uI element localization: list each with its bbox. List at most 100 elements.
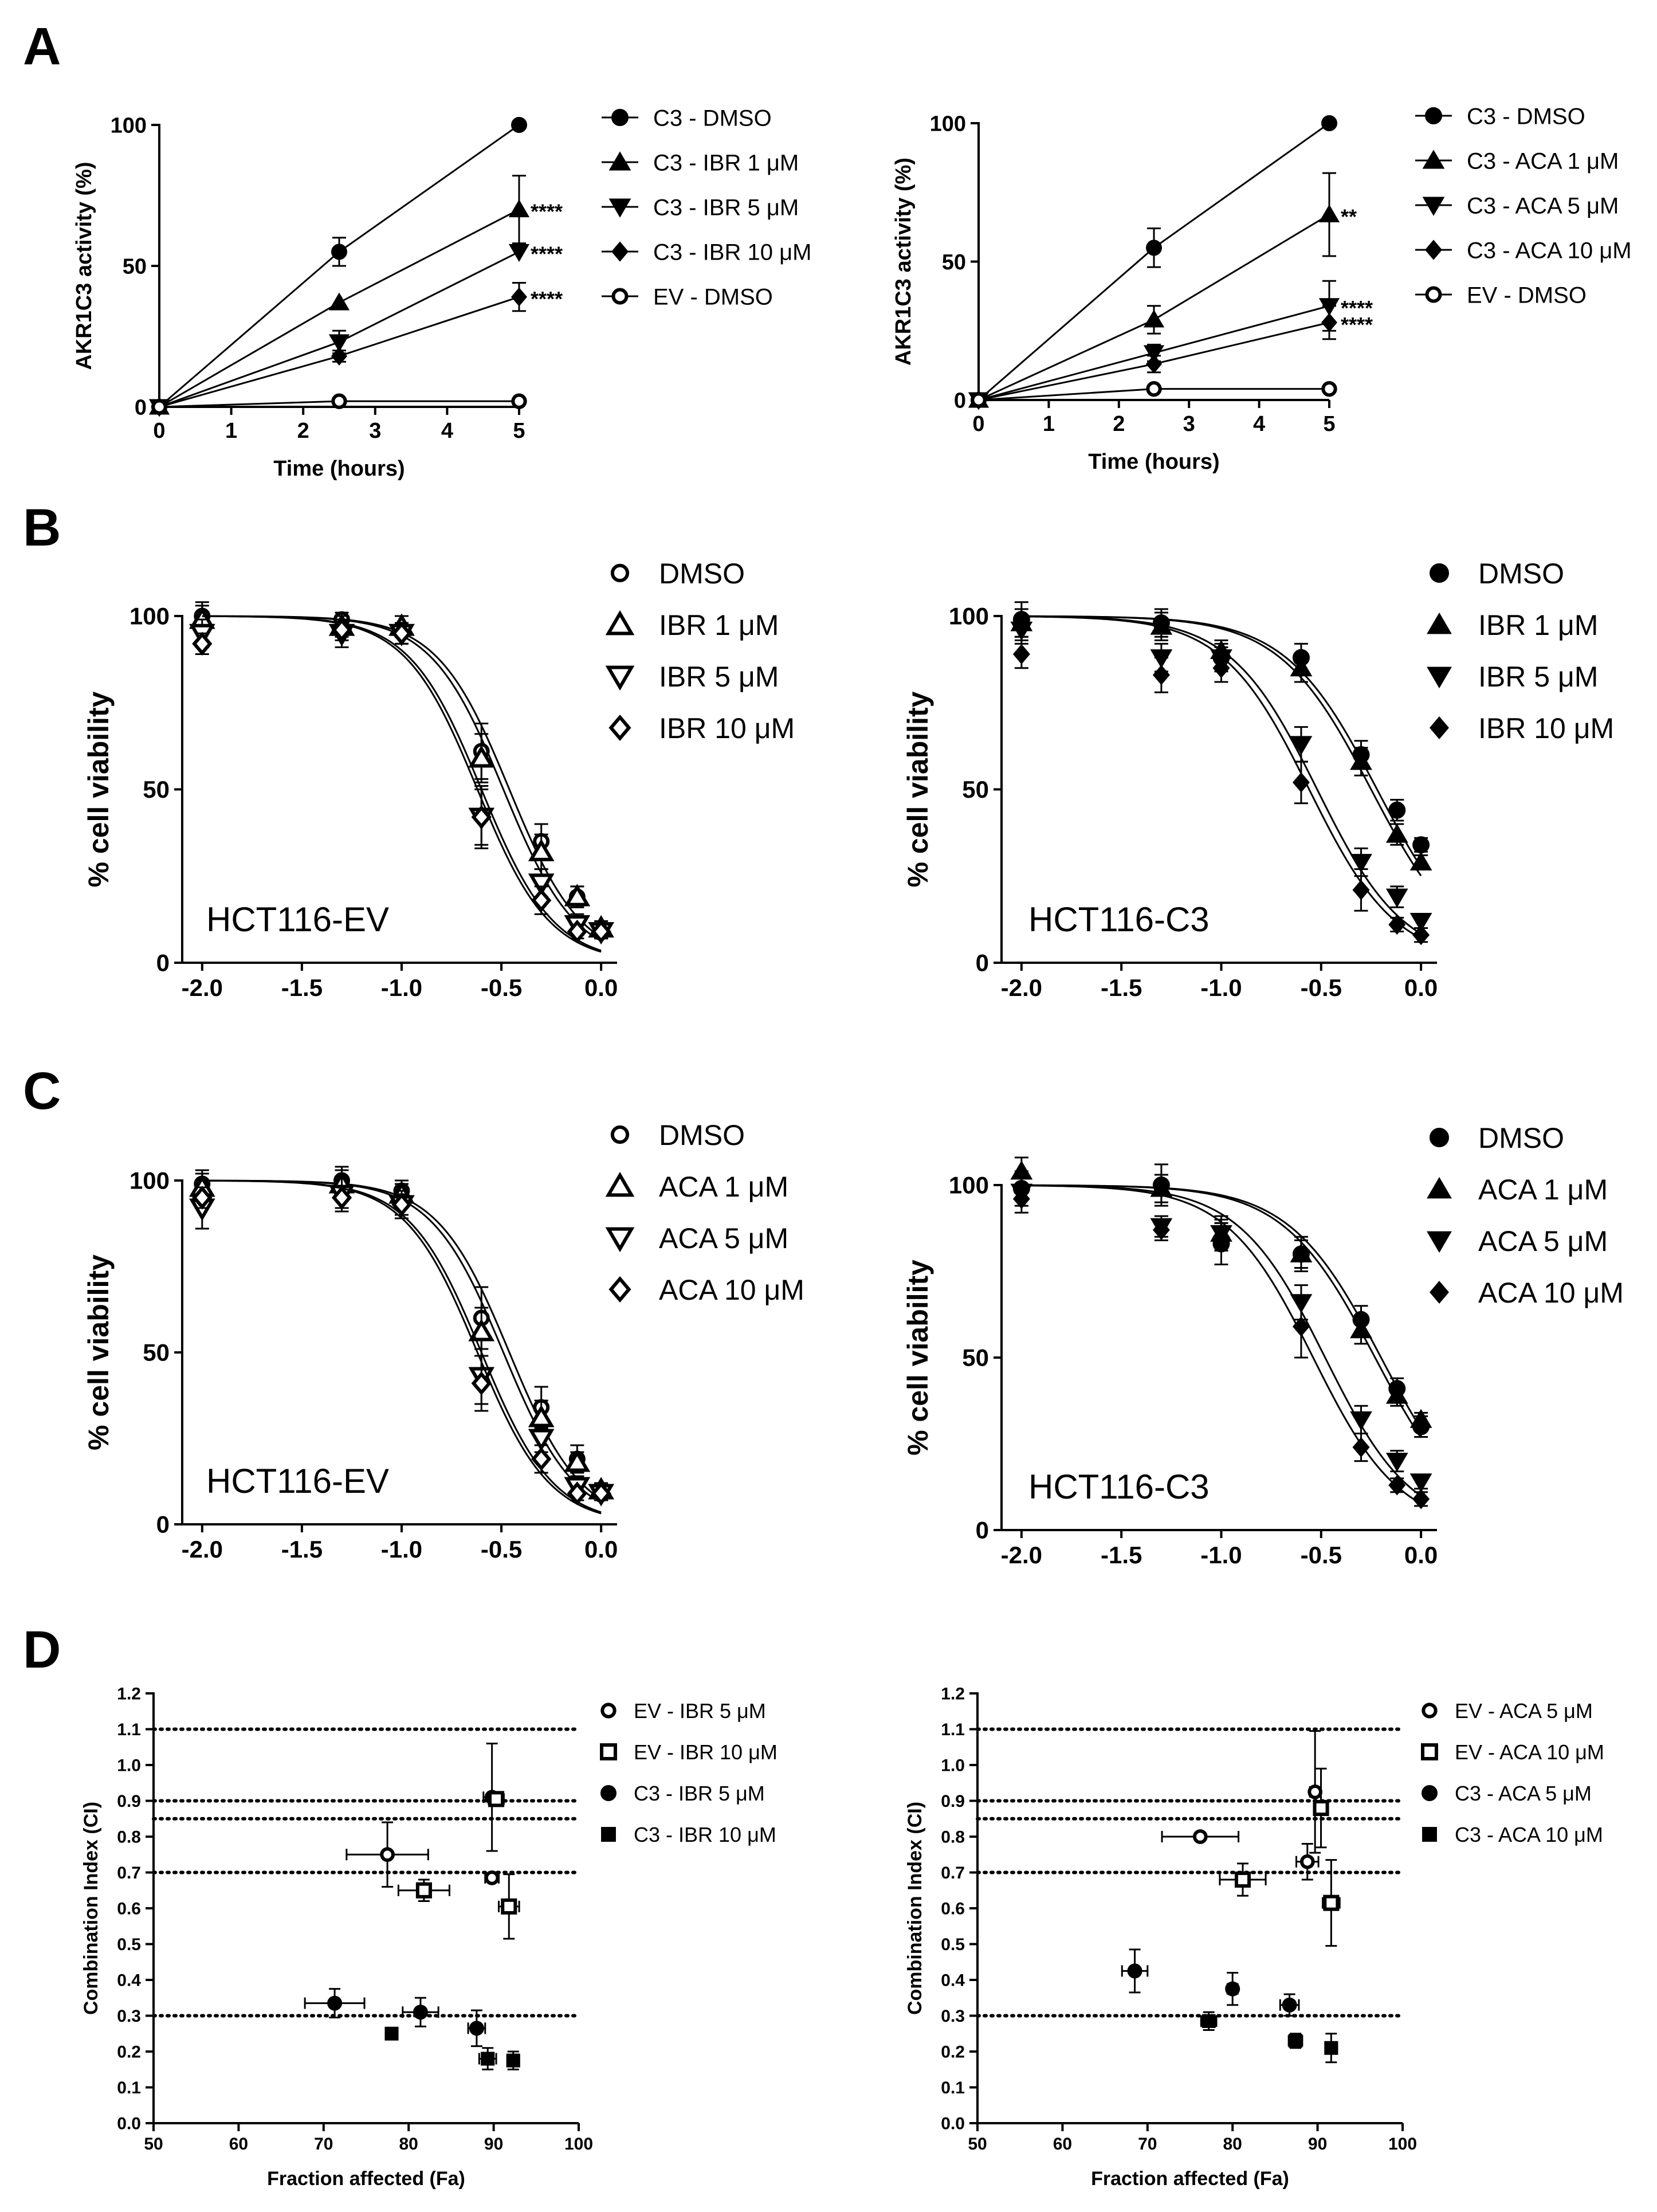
data-point [1290,1243,1313,1262]
legend-marker [1422,197,1445,216]
x-tick-label: 60 [229,2135,248,2154]
y-tick-label: 0.3 [941,2007,965,2026]
legend-label: EV - DMSO [653,284,773,309]
data-point [328,334,350,352]
data-point [1388,914,1406,935]
legend-item: ACA 10 μM [1430,1277,1624,1309]
data-point [1212,1226,1230,1247]
x-tick-label: -2.0 [182,1536,223,1563]
y-tick-label: 0.4 [117,1971,141,1990]
y-tick-label: 0.7 [117,1864,141,1882]
x-tick-label: 0.0 [1404,1542,1438,1568]
legend-label: C3 - IBR 10 μM [634,1823,776,1846]
series-c3-ibr-5-m [304,1988,486,2048]
data-point [1201,2014,1216,2028]
legend-label: ACA 5 μM [659,1222,788,1254]
data-point [192,632,213,656]
legend-marker [601,1827,616,1842]
data-point [1010,621,1033,641]
x-tick-label: 80 [1223,2135,1242,2154]
x-axis-title: Fraction affected (Fa) [1091,2168,1289,2190]
legend-marker [605,610,635,636]
legend-label: C3 - DMSO [653,105,772,131]
legend-marker [1422,150,1445,169]
cell-line-label: HCT116-C3 [1028,1468,1210,1506]
data-point [1143,309,1165,328]
data-point [531,888,552,912]
fit-curve [202,1179,602,1515]
y-tick-label: 0 [976,950,989,976]
data-point [564,884,591,907]
legend-label: C3 - ACA 5 μM [1467,193,1619,218]
data-point [1145,354,1163,374]
x-tick-label: -2.0 [1001,1542,1042,1568]
data-point [1385,888,1408,908]
legend-item: EV - IBR 5 μM [600,1699,766,1723]
legend-item: C3 - IBR 5 μM [602,195,799,220]
y-tick-label: 0.9 [117,1792,141,1811]
x-axis-title: Fraction affected (Fa) [267,2168,465,2190]
significance-label: **** [531,200,563,223]
data-point [528,873,555,896]
x-tick-label: 3 [1183,412,1195,436]
data-point [567,919,587,944]
data-point [380,1847,395,1862]
legend-label: C3 - IBR 5 μM [634,1782,765,1805]
data-point [591,919,611,944]
data-point [1152,1219,1170,1240]
y-tick-label: 100 [111,113,147,138]
y-tick-label: 1.1 [117,1720,141,1739]
data-point [1299,1854,1315,1869]
legend-item: C3 - IBR 5 μM [600,1782,765,1805]
series-ev-dmso [971,381,1337,408]
legend-item: DMSO [610,1119,745,1151]
series-ev-dmso [151,393,527,415]
legend-label: ACA 10 μM [659,1274,804,1306]
chart-d1: 0.0 0.1 0.2 0.3 0.4 0.5 0.6 0.7 0.8 0.9 1.0 1.1 1.2 5… [80,1685,778,2190]
data-point [1352,880,1370,900]
x-tick-label: 100 [1388,2135,1417,2154]
data-point [1323,1895,1340,1911]
legend-marker [1421,1743,1438,1760]
series-c3-ibr-10-m [384,2026,520,2070]
data-point [1412,836,1430,854]
legend-item: IBR 1 μM [605,609,779,641]
legend-marker [600,1785,617,1801]
data-point [1350,854,1372,873]
data-point [1321,313,1338,332]
chart-c2: 0 50 100 -2.0 -1.5 -1.0 -0.5 0.0 % cell viabilit… [902,1122,1624,1568]
data-point [328,292,350,311]
y-tick-label: 0 [135,395,147,419]
legend-label: DMSO [659,1119,745,1151]
data-point [481,2052,495,2066]
x-tick-label: -0.5 [481,1536,522,1563]
legend-item: DMSO [610,558,745,590]
x-tick-label: 3 [369,419,381,443]
legend-marker [1427,1231,1452,1253]
legend-marker [608,151,631,171]
x-tick-label: -1.5 [1101,974,1142,1001]
data-point [484,1870,500,1885]
chart-c1: 0 50 100 -2.0 -1.5 -1.0 -0.5 0.0 % cell viabilit… [83,1119,804,1563]
legend-label: C3 - DMSO [1467,104,1585,129]
data-point [508,244,530,262]
legend-marker [1422,1703,1438,1719]
y-tick-label: 0.4 [941,1971,965,1990]
legend-label: DMSO [1478,558,1564,590]
data-point [1292,772,1310,793]
legend-label: ACA 1 μM [1478,1174,1608,1206]
legend-item: EV - ACA 10 μM [1421,1740,1604,1764]
significance-label: **** [1341,313,1373,336]
panel-label-d: D [23,1621,61,1679]
x-tick-label: -1.0 [1200,1542,1242,1568]
legend-marker [1430,1128,1449,1147]
legend-marker [1427,612,1452,634]
data-point [531,1447,552,1471]
chart-a1: 0 50 100 0 1 2 3 4 5 AKR1C3 activity (%) Time (hou… [72,105,811,481]
legend-item: C3 - IBR 1 μM [602,150,799,175]
data-point [1146,240,1162,256]
panel-label-a: A [23,17,61,76]
